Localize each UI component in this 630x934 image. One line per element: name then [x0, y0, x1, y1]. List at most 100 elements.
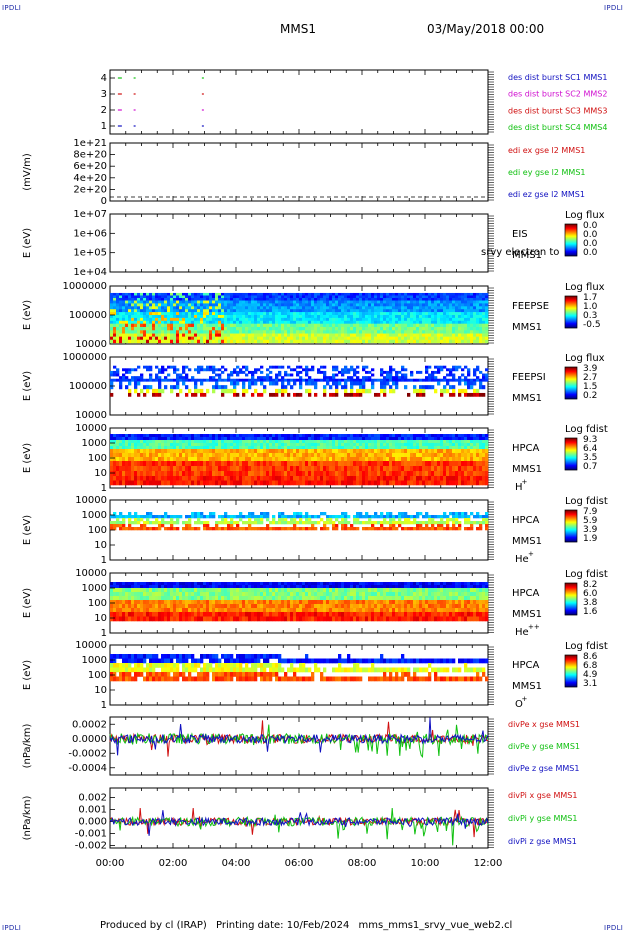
spectro-cell — [215, 471, 219, 477]
spectro-cell — [275, 434, 279, 438]
spectro-cell — [260, 376, 264, 380]
spectro-cell — [395, 378, 399, 382]
spectro-cell — [254, 330, 258, 334]
spectro-cell — [428, 333, 432, 337]
spectro-cell — [290, 457, 294, 462]
spectro-cell — [386, 476, 390, 481]
spectro-cell — [197, 434, 201, 438]
spectro-cell — [401, 471, 405, 477]
spectro-cell — [248, 300, 252, 304]
spectro-cell — [197, 323, 201, 328]
y-tick-label: 1000000 — [62, 281, 107, 292]
spectro-cell — [293, 320, 297, 324]
spectro-cell — [263, 480, 267, 486]
spectro-cell — [131, 300, 135, 304]
colorbar-cell — [565, 227, 577, 229]
spectro-cell — [122, 312, 126, 316]
spectro-cell — [140, 333, 144, 337]
spectro-cell — [275, 471, 279, 477]
spectro-cell — [467, 443, 471, 447]
spectro-cell — [359, 333, 363, 337]
spectro-cell — [140, 303, 144, 307]
spectro-cell — [326, 378, 330, 382]
spectro-cell — [137, 440, 141, 444]
spectro-cell — [371, 466, 375, 472]
spectro-cell — [482, 312, 486, 316]
spectro-cell — [323, 320, 327, 324]
spectro-cell — [275, 476, 279, 481]
colorbar-frame — [564, 223, 578, 257]
spectro-cell — [158, 443, 162, 447]
spectro-cell — [221, 315, 225, 319]
spectro-cell — [476, 378, 480, 382]
spectro-cell — [137, 315, 141, 319]
spectro-cell — [317, 446, 321, 450]
spectro-cell — [206, 449, 210, 454]
spectro-cell — [473, 326, 477, 331]
colorbar-cell — [565, 376, 577, 378]
spectro-cell — [413, 292, 417, 296]
spectro-cell — [365, 312, 369, 316]
spectro-cell — [254, 320, 258, 324]
spectro-cell — [311, 336, 315, 341]
spectro-cell — [251, 326, 255, 331]
spectro-cell — [332, 392, 336, 397]
spectro-cell — [221, 320, 225, 324]
spectro-cell — [278, 443, 282, 447]
spectro-cell — [302, 443, 306, 447]
spectro-cell — [248, 312, 252, 316]
spectro-cell — [293, 449, 297, 454]
spectro-cell — [398, 466, 402, 472]
colorbar-tick-label: -0.5 — [583, 320, 601, 330]
spectro-cell — [395, 333, 399, 337]
spectro-cell — [416, 330, 420, 334]
spectro-cell — [356, 315, 360, 319]
spectro-cell — [251, 376, 255, 380]
spectro-cell — [461, 312, 465, 316]
spectro-cell — [194, 297, 198, 301]
spectro-cell — [398, 480, 402, 486]
spectro-cell — [470, 303, 474, 307]
spectro-cell — [140, 300, 144, 304]
spectro-cell — [299, 453, 303, 458]
spectro-cell — [314, 392, 318, 397]
spectro-cell — [479, 336, 483, 341]
spectro-cell — [305, 365, 309, 369]
spectro-cell — [296, 315, 300, 319]
corner-label-bl: IPDLI — [2, 924, 22, 932]
spectro-cell — [200, 437, 204, 441]
spectro-cell — [332, 457, 336, 462]
colorbar-cell — [565, 230, 577, 232]
spectro-cell — [398, 437, 402, 441]
spectro-cell — [245, 295, 249, 299]
spectro-cell — [338, 326, 342, 331]
spectro-cell — [380, 461, 384, 467]
spectro-cell — [296, 317, 300, 322]
spectro-cell — [125, 453, 129, 458]
spectro-cell — [149, 292, 153, 296]
spectro-cell — [245, 449, 249, 454]
spectro-cell — [410, 292, 414, 296]
spectro-cell — [368, 449, 372, 454]
colorbar-cell — [565, 370, 577, 372]
spectro-cell — [320, 446, 324, 450]
spectro-cell — [377, 323, 381, 328]
spectro-cell — [224, 312, 228, 316]
spectro-cell — [266, 471, 270, 477]
spectro-cell — [422, 315, 426, 319]
spectro-cell — [407, 333, 411, 337]
spectro-cell — [263, 443, 267, 447]
spectro-cell — [128, 449, 132, 454]
spectro-cell — [299, 461, 303, 467]
spectro-cell — [425, 434, 429, 438]
spectro-cell — [422, 388, 426, 394]
spectro-cell — [221, 449, 225, 454]
spectro-cell — [125, 333, 129, 337]
spectro-cell — [461, 437, 465, 441]
spectro-cell — [362, 320, 366, 324]
spectro-cell — [434, 437, 438, 441]
spectro-cell — [380, 437, 384, 441]
spectro-cell — [329, 303, 333, 307]
spectro-cell — [473, 300, 477, 304]
spectro-cell — [392, 336, 396, 341]
